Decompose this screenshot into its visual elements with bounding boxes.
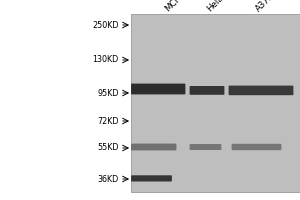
Text: MCF-7: MCF-7 bbox=[164, 0, 189, 13]
Text: 95KD: 95KD bbox=[97, 88, 118, 98]
FancyBboxPatch shape bbox=[229, 86, 293, 95]
Text: 250KD: 250KD bbox=[92, 21, 118, 29]
FancyBboxPatch shape bbox=[131, 144, 176, 150]
Text: 72KD: 72KD bbox=[97, 116, 118, 126]
Text: 55KD: 55KD bbox=[97, 144, 118, 152]
Text: A375: A375 bbox=[254, 0, 276, 13]
FancyBboxPatch shape bbox=[232, 144, 281, 150]
Bar bbox=[130, 14, 300, 192]
FancyBboxPatch shape bbox=[131, 84, 185, 94]
FancyBboxPatch shape bbox=[190, 144, 221, 150]
FancyBboxPatch shape bbox=[190, 86, 224, 95]
Text: Hela: Hela bbox=[206, 0, 226, 13]
Text: 130KD: 130KD bbox=[92, 55, 119, 64]
Text: 36KD: 36KD bbox=[97, 174, 118, 184]
FancyBboxPatch shape bbox=[131, 175, 172, 182]
